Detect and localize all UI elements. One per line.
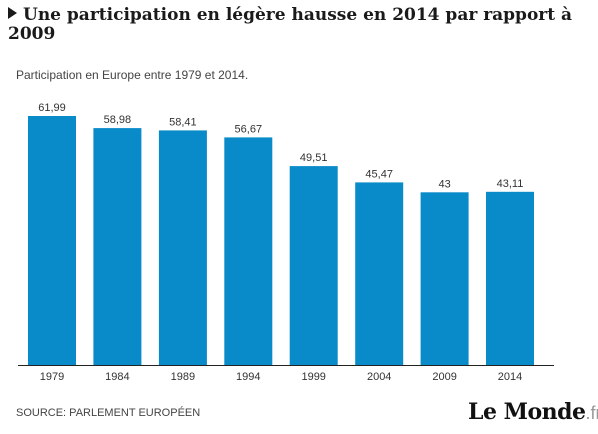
value-label-2009: 43	[438, 178, 450, 190]
x-tick-label-2004: 2004	[367, 371, 391, 383]
x-tick-label-1984: 1984	[105, 371, 129, 383]
headline-text: Une participation en légère hausse en 20…	[8, 5, 573, 44]
source-note: SOURCE: PARLEMENT EUROPÉEN	[16, 407, 201, 419]
value-label-2014: 43,11	[497, 178, 524, 190]
bar-1994	[224, 137, 273, 365]
bar-1989	[158, 130, 207, 365]
x-tick-label-1979: 1979	[40, 371, 64, 383]
triangle-bullet-icon	[8, 7, 17, 19]
x-tick-label-2014: 2014	[498, 371, 522, 383]
value-label-1989: 58,41	[169, 116, 197, 128]
bar-1979	[28, 116, 76, 365]
bar-2014	[486, 191, 534, 365]
bar-2004	[355, 182, 404, 365]
x-tick-label-2009: 2009	[432, 371, 456, 383]
value-label-2004: 45,47	[365, 168, 393, 180]
x-tick-label-1999: 1999	[301, 371, 325, 383]
bar-2009	[420, 192, 469, 365]
chart-headline: Une participation en légère hausse en 20…	[8, 6, 588, 44]
bar-1999	[289, 166, 338, 365]
value-label-1994: 56,67	[235, 123, 263, 135]
value-label-1984: 58,98	[104, 114, 132, 126]
le-monde-logo[interactable]: Le Monde.fr	[468, 399, 598, 425]
logo-suffix: .fr	[585, 403, 598, 423]
x-tick-label-1994: 1994	[236, 371, 260, 383]
value-label-1979: 61,99	[38, 102, 66, 114]
logo-name: Le Monde	[468, 399, 586, 425]
x-tick-label-1989: 1989	[171, 371, 195, 383]
chart-subtitle: Participation en Europe entre 1979 et 20…	[16, 68, 249, 82]
bar-1984	[93, 128, 142, 365]
value-label-1999: 49,51	[300, 152, 328, 164]
